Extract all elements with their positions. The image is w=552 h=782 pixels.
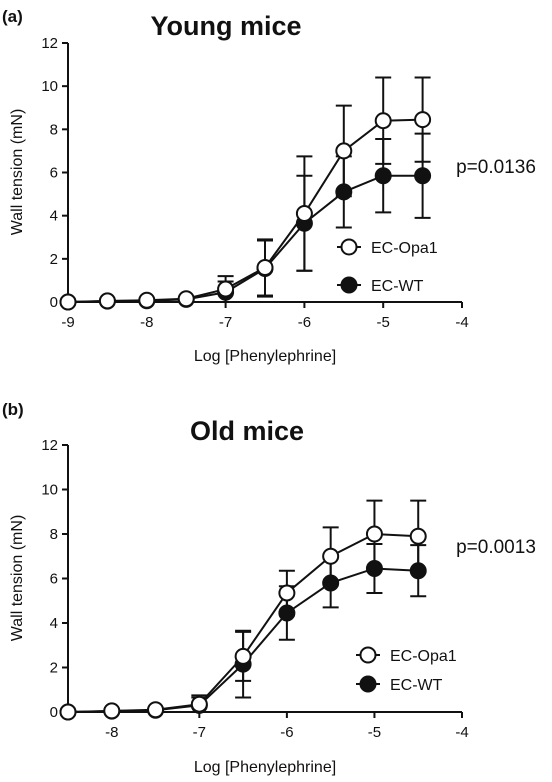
series-ec-opa1 <box>67 76 431 303</box>
chart-panel-a: (a) Young mice 0 2 4 6 8 10 12 -9 -8 -7 -6 -5 -4 Log [P… <box>2 7 536 365</box>
y-tick-label: 2 <box>50 660 58 677</box>
x-tick-label: -6 <box>280 724 293 741</box>
data-point <box>374 167 392 185</box>
panel-label: (b) <box>2 400 24 419</box>
x-axis-label: Log [Phenylephrine] <box>194 348 336 365</box>
data-point <box>190 695 208 713</box>
data-point <box>365 559 383 577</box>
y-tick-label: 4 <box>50 208 58 225</box>
y-tick-label: 6 <box>50 165 58 182</box>
x-tick-label: -6 <box>298 314 311 331</box>
x-axis-label: Log [Phenylephrine] <box>194 759 336 776</box>
series-line <box>67 118 423 303</box>
y-tick-label: 12 <box>41 437 58 454</box>
y-axis-label: Wall tension (mN) <box>9 515 26 642</box>
y-tick-label: 8 <box>50 121 58 138</box>
x-tick-label: -8 <box>105 724 118 741</box>
y-tick-label: 12 <box>41 35 58 52</box>
data-point <box>138 291 156 309</box>
data-point <box>414 167 432 185</box>
y-tick-label: 0 <box>50 294 58 311</box>
legend-label: EC-WT <box>390 677 443 694</box>
y-tick-label: 10 <box>41 78 58 95</box>
y-axis-label: Wall tension (mN) <box>9 109 26 236</box>
data-point <box>103 702 121 720</box>
data-point <box>409 562 427 580</box>
legend: EC-Opa1 EC-WT <box>337 238 438 295</box>
data-point <box>278 584 296 602</box>
y-tick-label: 6 <box>50 571 58 588</box>
y-tick-label: 0 <box>50 704 58 721</box>
series-line <box>67 174 423 303</box>
data-point <box>335 142 353 160</box>
x-tick-label: -4 <box>455 314 468 331</box>
data-point <box>217 280 235 298</box>
data-point <box>147 701 165 719</box>
data-point <box>256 258 274 276</box>
data-point <box>59 703 77 721</box>
legend-label: EC-Opa1 <box>371 240 438 257</box>
p-value-annotation: p=0.0013 <box>456 537 536 558</box>
data-point <box>278 604 296 622</box>
legend-label: EC-Opa1 <box>390 648 457 665</box>
p-value-annotation: p=0.0136 <box>456 157 536 178</box>
data-point <box>322 574 340 592</box>
legend-label: EC-WT <box>371 278 424 295</box>
data-point <box>374 112 392 130</box>
chart-panel-b: (b) Old mice 0 2 4 6 8 10 12 -8 -7 -6 -5 -4 Log [Pheny… <box>2 400 536 776</box>
data-point <box>365 525 383 543</box>
data-point <box>295 205 313 223</box>
data-point <box>177 290 195 308</box>
y-tick-label: 8 <box>50 526 58 543</box>
data-point <box>409 527 427 545</box>
x-tick-label: -5 <box>368 724 381 741</box>
x-tick-label: -9 <box>61 314 74 331</box>
data-point <box>98 292 116 310</box>
x-tick-label: -4 <box>455 724 468 741</box>
y-tick-label: 4 <box>50 615 58 632</box>
panel-label: (a) <box>2 7 23 26</box>
x-tick-label: -7 <box>193 724 206 741</box>
data-point <box>414 111 432 129</box>
legend-marker <box>359 646 377 664</box>
data-point <box>234 647 252 665</box>
x-tick-label: -5 <box>377 314 390 331</box>
chart-title: Young mice <box>150 11 301 41</box>
x-tick-label: -8 <box>140 314 153 331</box>
y-tick-label: 2 <box>50 251 58 268</box>
legend: EC-Opa1 EC-WT <box>356 646 457 694</box>
legend-marker <box>340 276 358 294</box>
data-point <box>322 547 340 565</box>
data-point <box>335 183 353 201</box>
legend-marker <box>359 675 377 693</box>
x-tick-label: -7 <box>219 314 232 331</box>
y-tick-label: 10 <box>41 482 58 499</box>
legend-marker <box>340 238 358 256</box>
chart-title: Old mice <box>190 416 304 446</box>
data-point <box>59 293 77 311</box>
